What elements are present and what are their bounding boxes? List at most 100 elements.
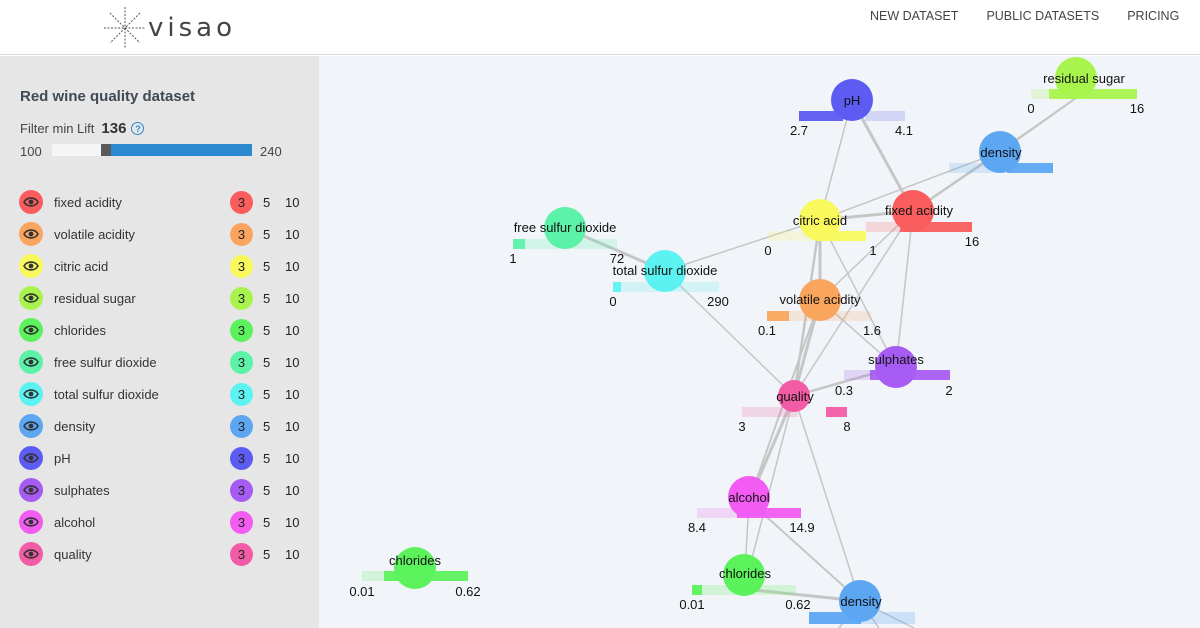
- bins-10-button[interactable]: 10: [285, 546, 300, 562]
- bins-3-button[interactable]: 3: [230, 446, 253, 470]
- node-circle[interactable]: [839, 580, 881, 622]
- bins-3-button[interactable]: 3: [230, 350, 253, 374]
- help-icon[interactable]: ?: [131, 122, 145, 135]
- node-circle[interactable]: [728, 476, 770, 518]
- eye-icon[interactable]: [19, 254, 43, 278]
- filter-row: Filter min Lift 136 ?: [20, 120, 145, 137]
- node-chlorides[interactable]: chlorides 0.01 0.62: [679, 554, 811, 612]
- bins-10-button[interactable]: 10: [285, 514, 300, 530]
- bins-3-button[interactable]: 3: [230, 318, 253, 342]
- bins-5-button[interactable]: 5: [263, 194, 271, 210]
- bins-10-button[interactable]: 10: [285, 386, 300, 402]
- variable-row[interactable]: total sulfur dioxide 3 5 10: [19, 378, 309, 410]
- node-min: 0.01: [679, 597, 704, 612]
- bins-10-button[interactable]: 10: [285, 418, 300, 434]
- node-ph[interactable]: pH 2.7 4.1: [790, 79, 913, 138]
- eye-icon[interactable]: [19, 510, 43, 534]
- bins-3-button[interactable]: 3: [230, 414, 253, 438]
- node-density[interactable]: density: [949, 131, 1053, 173]
- nav-public-datasets[interactable]: PUBLIC DATASETS: [986, 9, 1100, 23]
- bins-3-button[interactable]: 3: [230, 286, 253, 310]
- bins-10-button[interactable]: 10: [285, 194, 300, 210]
- node-circle[interactable]: [544, 207, 586, 249]
- bins-5-button[interactable]: 5: [263, 290, 271, 306]
- eye-icon[interactable]: [19, 350, 43, 374]
- node-circle[interactable]: [723, 554, 765, 596]
- bins-5-button[interactable]: 5: [263, 258, 271, 274]
- node-quality[interactable]: quality 3 8: [738, 380, 851, 434]
- slider-handle[interactable]: [101, 144, 111, 156]
- bins-10-button[interactable]: 10: [285, 482, 300, 498]
- node-alcohol[interactable]: alcohol 8.4 14.9: [688, 476, 815, 535]
- bins-10-button[interactable]: 10: [285, 226, 300, 242]
- bins-3-button[interactable]: 3: [230, 382, 253, 406]
- node-total-sulfur-dioxide[interactable]: total sulfur dioxide 0 290: [609, 250, 729, 309]
- variable-row[interactable]: pH 3 5 10: [19, 442, 309, 474]
- node-sulphates[interactable]: sulphates 0.3 2: [835, 346, 953, 398]
- variable-row[interactable]: fixed acidity 3 5 10: [19, 186, 309, 218]
- variable-row[interactable]: chlorides 3 5 10: [19, 314, 309, 346]
- eye-icon[interactable]: [19, 446, 43, 470]
- bins-10-button[interactable]: 10: [285, 450, 300, 466]
- bins-5-button[interactable]: 5: [263, 226, 271, 242]
- bins-3-button[interactable]: 3: [230, 190, 253, 214]
- bins-3-button[interactable]: 3: [230, 222, 253, 246]
- graph-canvas[interactable]: pH 2.7 4.1 residual sugar 0 16 density c…: [319, 56, 1200, 628]
- graph-svg[interactable]: pH 2.7 4.1 residual sugar 0 16 density c…: [319, 56, 1200, 628]
- eye-icon[interactable]: [19, 414, 43, 438]
- bins-10-button[interactable]: 10: [285, 322, 300, 338]
- bins-10-button[interactable]: 10: [285, 258, 300, 274]
- eye-icon[interactable]: [19, 190, 43, 214]
- bins-3-button[interactable]: 3: [230, 542, 253, 566]
- node-fixed-acidity[interactable]: fixed acidity 16: [866, 190, 979, 249]
- variable-row[interactable]: citric acid 3 5 10: [19, 250, 309, 282]
- node-chlorides-isolated[interactable]: chlorides 0.01 0.62: [349, 547, 481, 599]
- bins-3-button[interactable]: 3: [230, 254, 253, 278]
- variable-row[interactable]: density 3 5 10: [19, 410, 309, 442]
- bins-3-button[interactable]: 3: [230, 510, 253, 534]
- bins-5-button[interactable]: 5: [263, 322, 271, 338]
- eye-icon[interactable]: [19, 478, 43, 502]
- bins-5-button[interactable]: 5: [263, 450, 271, 466]
- bins-10-button[interactable]: 10: [285, 290, 300, 306]
- node-circle[interactable]: [799, 279, 841, 321]
- bins-5-button[interactable]: 5: [263, 386, 271, 402]
- node-residual-sugar[interactable]: residual sugar 0 16: [1027, 57, 1144, 116]
- nav-new-dataset[interactable]: NEW DATASET: [870, 9, 959, 23]
- eye-icon[interactable]: [19, 222, 43, 246]
- node-free-sulfur-dioxide[interactable]: free sulfur dioxide 1 72: [509, 207, 624, 266]
- bins-5-button[interactable]: 5: [263, 546, 271, 562]
- variable-row[interactable]: alcohol 3 5 10: [19, 506, 309, 538]
- histogram-bar: [613, 282, 621, 292]
- node-circle[interactable]: [799, 199, 841, 241]
- node-circle[interactable]: [979, 131, 1021, 173]
- bins-5-button[interactable]: 5: [263, 354, 271, 370]
- node-circle[interactable]: [644, 250, 686, 292]
- variable-row[interactable]: volatile acidity 3 5 10: [19, 218, 309, 250]
- eye-icon[interactable]: [19, 318, 43, 342]
- lift-slider[interactable]: [52, 144, 252, 156]
- variable-row[interactable]: residual sugar 3 5 10: [19, 282, 309, 314]
- eye-icon[interactable]: [19, 286, 43, 310]
- eye-icon[interactable]: [19, 382, 43, 406]
- variable-list: fixed acidity 3 5 10 volatile acidity 3 5 10 cit…: [19, 186, 309, 570]
- bins-5-button[interactable]: 5: [263, 482, 271, 498]
- node-circle[interactable]: [892, 190, 934, 232]
- bins-10-button[interactable]: 10: [285, 354, 300, 370]
- eye-icon[interactable]: [19, 542, 43, 566]
- histogram-bar: [866, 222, 900, 232]
- nav-pricing[interactable]: PRICING: [1127, 9, 1180, 23]
- variable-row[interactable]: free sulfur dioxide 3 5 10: [19, 346, 309, 378]
- visao-logo[interactable]: visao: [100, 5, 236, 51]
- variable-row[interactable]: sulphates 3 5 10: [19, 474, 309, 506]
- node-citric-acid[interactable]: citric acid 0 1: [764, 199, 877, 258]
- bins-5-button[interactable]: 5: [263, 418, 271, 434]
- bins-3-button[interactable]: 3: [230, 478, 253, 502]
- node-density-bottom[interactable]: density: [809, 580, 915, 624]
- bins-5-button[interactable]: 5: [263, 514, 271, 530]
- node-volatile-acidity[interactable]: volatile acidity 0.1 1.6: [758, 279, 881, 338]
- node-circle[interactable]: [831, 79, 873, 121]
- node-circle[interactable]: [1055, 57, 1097, 99]
- variable-row[interactable]: quality 3 5 10: [19, 538, 309, 570]
- node-circle[interactable]: [778, 380, 810, 412]
